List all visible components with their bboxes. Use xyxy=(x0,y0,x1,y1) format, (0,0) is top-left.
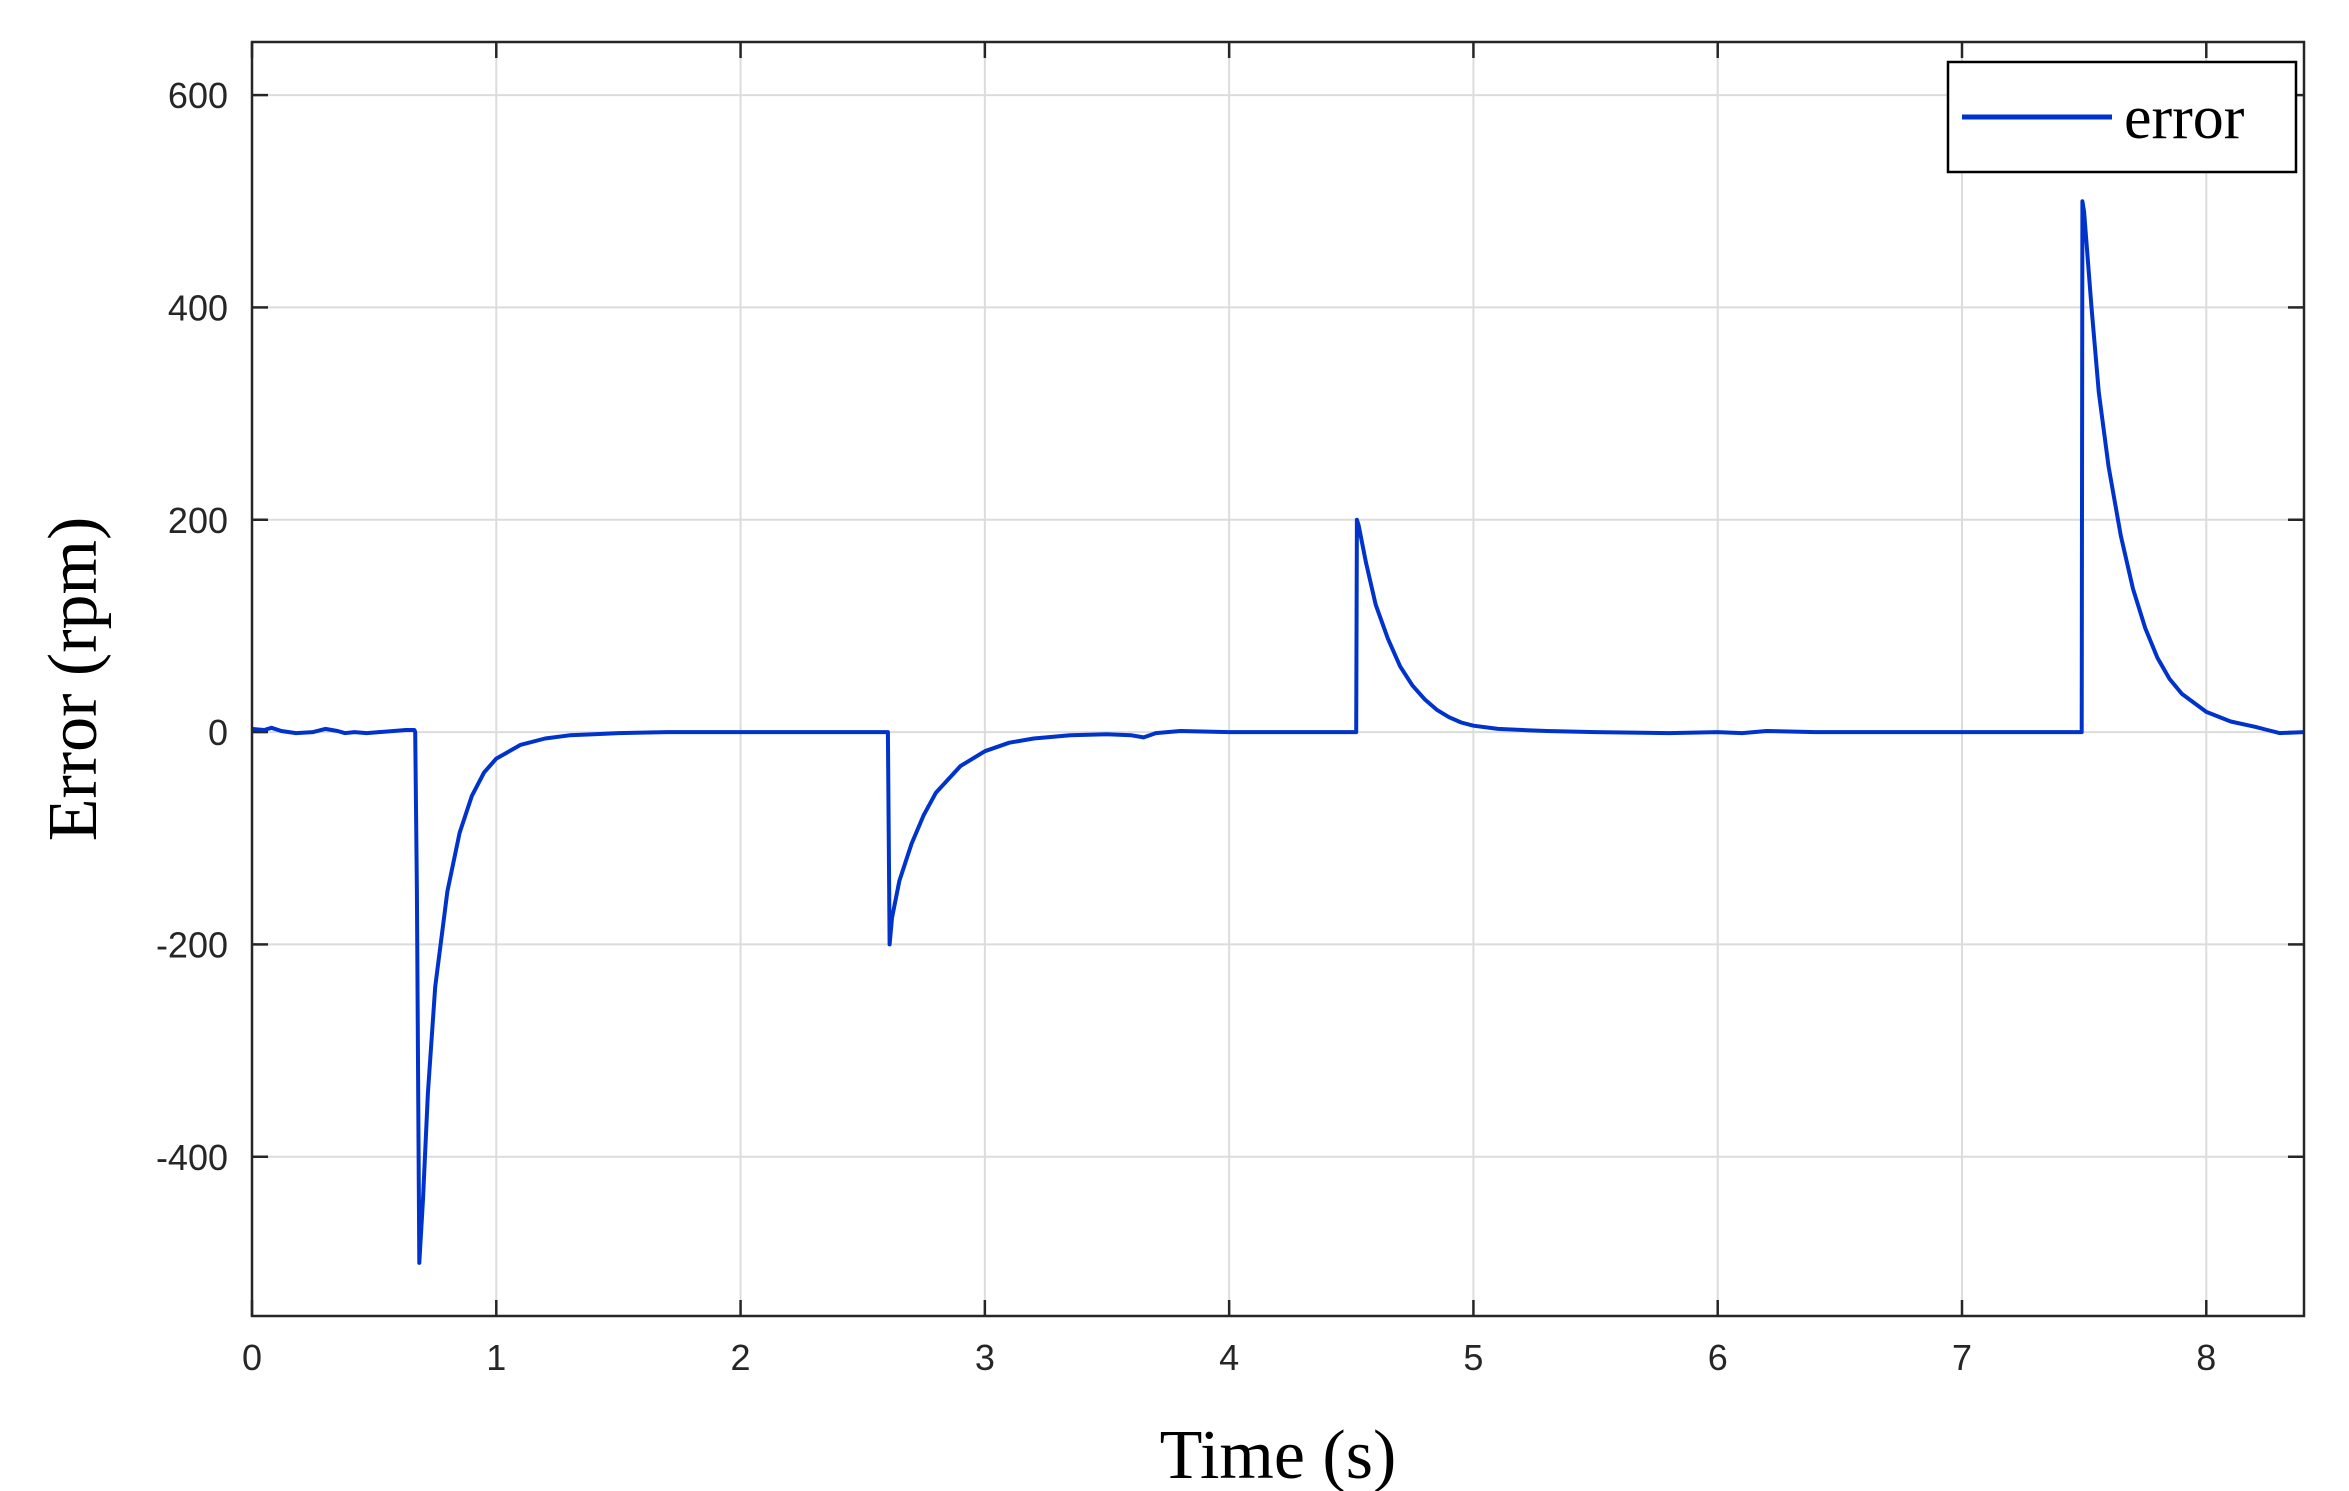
y-tick-label: 200 xyxy=(168,500,228,541)
x-tick-label: 6 xyxy=(1708,1337,1728,1378)
y-tick-label: -200 xyxy=(156,924,228,965)
legend-label: error xyxy=(2124,84,2245,152)
plot-frame xyxy=(250,40,2306,1318)
y-tick-label: 0 xyxy=(208,712,228,753)
x-tick-label: 2 xyxy=(731,1337,751,1378)
series-layer xyxy=(251,199,2305,1265)
plot-area xyxy=(252,42,2304,1316)
x-tick-label: 5 xyxy=(1463,1337,1483,1378)
x-tick-labels: 0 1 2 3 4 5 6 7 8 xyxy=(242,1337,2216,1378)
x-tick-label: 0 xyxy=(242,1337,262,1378)
grid xyxy=(251,42,2304,1316)
y-axis-title: Error (rpm) xyxy=(35,517,112,842)
legend: error xyxy=(1946,60,2298,174)
x-tick-label: 4 xyxy=(1219,1337,1239,1378)
x-tick-label: 3 xyxy=(975,1337,995,1378)
x-tick-label: 7 xyxy=(1952,1337,1972,1378)
y-tick-label: 600 xyxy=(168,75,228,116)
y-tick-label: -400 xyxy=(156,1137,228,1178)
x-tick-label: 8 xyxy=(2196,1337,2216,1378)
x-tick-label: 1 xyxy=(486,1337,506,1378)
y-tick-labels: -400 -200 0 200 400 600 xyxy=(156,75,228,1178)
series-line-error xyxy=(251,199,2305,1265)
y-tick-label: 400 xyxy=(168,287,228,328)
x-axis-title: Time (s) xyxy=(1160,1417,1397,1491)
